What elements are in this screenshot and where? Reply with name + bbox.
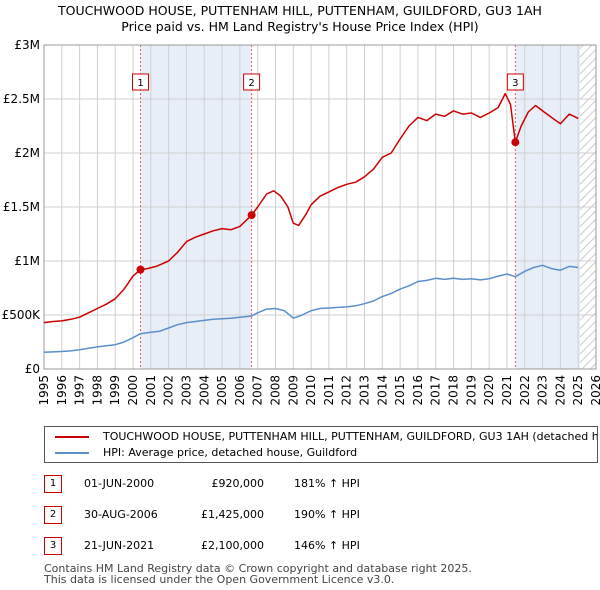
transaction-row: 1 01-JUN-2000 £920,000 181% ↑ HPI <box>44 474 598 494</box>
x-tick-label: 2013 <box>358 375 372 406</box>
x-tick-label: 2014 <box>375 375 389 406</box>
footer-copyright: Contains HM Land Registry data © Crown c… <box>44 562 472 575</box>
y-tick-label: £1M <box>14 254 40 268</box>
x-tick-label: 2015 <box>393 375 407 406</box>
transaction-hpi-change: 190% ↑ HPI <box>294 508 360 521</box>
legend-label-hpi: HPI: Average price, detached house, Guil… <box>103 446 358 459</box>
x-tick-label: 2017 <box>429 375 443 406</box>
chart-legend: TOUCHWOOD HOUSE, PUTTENHAM HILL, PUTTENH… <box>44 426 598 463</box>
transaction-hpi-change: 146% ↑ HPI <box>294 539 360 552</box>
sale-point <box>247 211 256 220</box>
x-tick-label: 2009 <box>286 375 300 406</box>
x-tick-label: 2004 <box>197 375 211 406</box>
x-tick-label: 1996 <box>55 375 69 406</box>
transaction-row: 2 30-AUG-2006 £1,425,000 190% ↑ HPI <box>44 505 598 525</box>
x-tick-label: 1995 <box>37 375 51 406</box>
sale-marker-box <box>506 73 524 91</box>
x-tick-label: 2024 <box>553 375 567 406</box>
chart-subtitle: Price paid vs. HM Land Registry's House … <box>121 19 479 34</box>
transaction-number: 1 <box>44 475 62 493</box>
transaction-date: 21-JUN-2021 <box>84 539 155 552</box>
legend-swatch-property <box>55 436 89 438</box>
sale-marker-label: 3 <box>512 78 518 89</box>
x-tick-label: 2002 <box>162 375 176 406</box>
x-tick-label: 2020 <box>482 375 496 406</box>
x-tick-label: 1997 <box>73 375 87 406</box>
x-tick-label: 2021 <box>500 375 514 406</box>
x-tick-label: 2007 <box>251 375 265 406</box>
transaction-price: £2,100,000 <box>201 539 264 552</box>
x-tick-label: 2008 <box>268 375 282 406</box>
x-tick-label: 2023 <box>536 375 550 406</box>
plot-frame <box>43 44 597 370</box>
sale-marker-box <box>243 73 261 91</box>
legend-item-property: TOUCHWOOD HOUSE, PUTTENHAM HILL, PUTTENH… <box>55 429 598 445</box>
sale-point <box>511 138 520 147</box>
transaction-price: £920,000 <box>211 477 265 490</box>
x-tick-label: 2025 <box>571 375 585 406</box>
x-tick-label: 2019 <box>464 375 478 406</box>
y-tick-label: £3M <box>14 38 40 52</box>
transaction-number: 2 <box>44 506 62 524</box>
transaction-price: £1,425,000 <box>201 508 264 521</box>
sale-marker-label: 2 <box>248 78 254 89</box>
x-tick-label: 2001 <box>144 375 158 406</box>
x-tick-label: 2006 <box>233 375 247 406</box>
x-tick-label: 2010 <box>304 375 318 406</box>
y-tick-label: £1.5M <box>3 200 40 214</box>
y-tick-label: £500K <box>2 308 42 322</box>
sale-marker-label: 1 <box>137 78 143 89</box>
legend-swatch-hpi <box>55 452 89 454</box>
legend-item-hpi: HPI: Average price, detached house, Guil… <box>55 445 357 461</box>
y-tick-label: £0 <box>25 362 40 376</box>
x-tick-label: 2012 <box>340 375 354 406</box>
x-tick-label: 2026 <box>589 375 600 406</box>
sale-marker-box <box>132 73 150 91</box>
x-tick-label: 2003 <box>179 375 193 406</box>
sale-point <box>136 265 145 274</box>
y-tick-label: £2M <box>14 146 40 160</box>
transaction-date: 30-AUG-2006 <box>84 508 158 521</box>
transaction-hpi-change: 181% ↑ HPI <box>294 477 360 490</box>
chart-title: TOUCHWOOD HOUSE, PUTTENHAM HILL, PUTTENH… <box>58 3 542 18</box>
x-tick-label: 2022 <box>518 375 532 406</box>
transaction-date: 01-JUN-2000 <box>84 477 155 490</box>
footer-licence: This data is licensed under the Open Gov… <box>44 573 395 586</box>
x-tick-label: 2005 <box>215 375 229 406</box>
x-tick-label: 1999 <box>108 375 122 406</box>
x-tick-label: 2011 <box>322 375 336 406</box>
x-tick-label: 2000 <box>126 375 140 406</box>
x-tick-label: 1998 <box>90 375 104 406</box>
price-chart: 1 2 3 £0 £500K £1M £1.5M £2M £2.5M £3M 1995 1996 199… <box>2 38 600 406</box>
transaction-row: 3 21-JUN-2021 £2,100,000 146% ↑ HPI <box>44 536 598 556</box>
x-tick-label: 2016 <box>411 375 425 406</box>
x-tick-label: 2018 <box>447 375 461 406</box>
transaction-number: 3 <box>44 537 62 555</box>
legend-label-property: TOUCHWOOD HOUSE, PUTTENHAM HILL, PUTTENH… <box>103 430 598 443</box>
hpi-line <box>43 264 579 354</box>
y-tick-label: £2.5M <box>3 92 40 106</box>
